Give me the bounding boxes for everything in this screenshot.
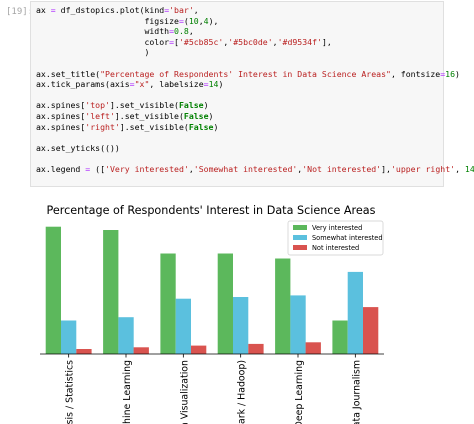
legend-swatch [293, 235, 307, 240]
bar-somewhat-interested-2 [118, 317, 134, 355]
bar-somewhat-interested-4 [233, 297, 249, 354]
code-line: width=0.8, [36, 26, 194, 37]
legend-label: Somewhat interested [312, 234, 383, 242]
code-cell[interactable] [30, 1, 444, 187]
bar-not-interested-5 [305, 342, 321, 354]
x-tick-label: a Visualization [179, 360, 190, 424]
x-tick-label: ata Journalism [351, 360, 362, 424]
bar-chart: Percentage of Respondents' Interest in D… [40, 204, 384, 424]
code-line: color=['#5cb85c','#5bc0de','#d9534f'], [36, 36, 332, 47]
code-line: ax.spines['top'].set_visible(False) [36, 100, 209, 111]
code-line: ax.spines['left'].set_visible(False) [36, 110, 214, 121]
bar-very-interested-3 [160, 253, 176, 354]
legend-swatch [293, 225, 307, 230]
code-line: ax.legend = (['Very interested','Somewha… [36, 163, 474, 174]
code-editor[interactable]: ax = df_dstopics.plot(kind='bar', figsiz… [36, 5, 474, 175]
bar-not-interested-2 [133, 347, 149, 354]
code-line: figsize=(10,4), [36, 15, 219, 26]
chart-title: Percentage of Respondents' Interest in D… [47, 204, 376, 217]
legend-swatch [293, 245, 307, 250]
code-line: ax.set_yticks(()) [36, 142, 120, 153]
code-line: ) [36, 47, 150, 58]
code-line: ax.spines['right'].set_visible(False) [36, 121, 219, 132]
bar-somewhat-interested-6 [347, 271, 363, 354]
code-line: ax.tick_params(axis="x", labelsize=14) [36, 79, 224, 90]
bar-very-interested-5 [275, 258, 291, 354]
bar-very-interested-6 [332, 320, 348, 354]
bar-not-interested-1 [76, 349, 92, 354]
x-tick-label: Deep Learning [294, 360, 305, 424]
bar-somewhat-interested-5 [290, 295, 306, 354]
bar-somewhat-interested-3 [175, 298, 191, 354]
bar-somewhat-interested-1 [61, 320, 77, 354]
legend-label: Very interested [312, 224, 362, 232]
bar-very-interested-2 [103, 230, 119, 354]
bar-very-interested-1 [45, 226, 61, 354]
code-line: ax = df_dstopics.plot(kind='bar', [36, 5, 199, 15]
x-tick-label: chine Learning [122, 360, 133, 424]
cell-prompt: [19]: [6, 7, 34, 17]
bar-not-interested-3 [191, 345, 207, 354]
x-tick-label: ysis / Statistics [65, 360, 76, 424]
bar-very-interested-4 [217, 253, 233, 354]
bar-not-interested-6 [363, 307, 379, 354]
x-tick-label: park / Hadoop) [237, 360, 248, 424]
chart-legend: Very interested Somewhat interested Not in… [287, 220, 384, 256]
legend-frame [287, 220, 384, 256]
code-line: ax.set_title("Percentage of Respondents'… [36, 68, 460, 79]
legend-label: Not interested [312, 244, 359, 252]
bar-not-interested-4 [248, 343, 264, 354]
